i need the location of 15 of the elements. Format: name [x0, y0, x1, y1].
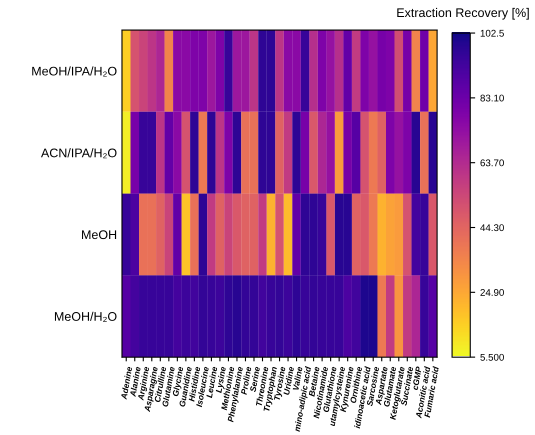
color-bar-label: 44.30	[480, 224, 504, 232]
y-tick-label: MeOH/IPA/H₂O	[32, 66, 117, 77]
y-tick-label: MeOH/H₂O	[54, 312, 117, 322]
x-tick-label: Leucine	[206, 366, 218, 398]
x-tick-label: Uridine	[283, 366, 294, 396]
color-bar-label: 102.5	[480, 30, 504, 37]
y-tick-label: ACN/IPA/H₂O	[40, 148, 117, 158]
color-bar-title: Extraction Recovery [%]	[397, 8, 529, 20]
color-bar-label: 63.70	[480, 159, 504, 166]
x-tick-label: Adenine	[120, 366, 132, 400]
color-bar-label: 24.90	[480, 289, 504, 296]
x-tick-label: Proline	[240, 366, 252, 395]
color-bar-label: 83.10	[480, 94, 504, 102]
y-tick-label: MeOH	[82, 230, 116, 240]
color-bar-label: 5.500	[480, 354, 504, 361]
